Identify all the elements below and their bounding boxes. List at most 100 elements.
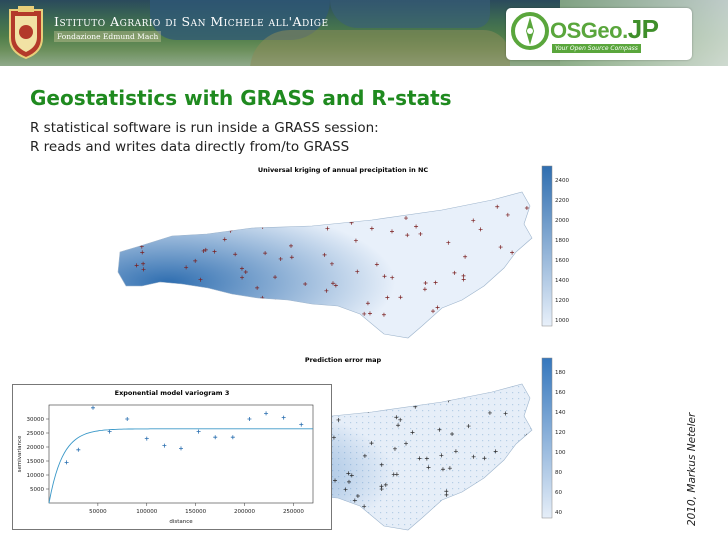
y-tick-label: 30000 (27, 417, 45, 423)
error-grid-cell (512, 530, 513, 531)
error-station-marker (426, 465, 431, 470)
error-grid-cell (482, 410, 484, 412)
error-grid-cell (458, 518, 460, 520)
error-grid-cell (488, 494, 490, 496)
error-grid-cell (536, 530, 537, 531)
error-grid-cell (380, 440, 382, 442)
error-grid-cell (512, 446, 514, 448)
error-grid-cell (512, 458, 514, 460)
error-grid-cell (458, 422, 460, 424)
kriging-station-marker (365, 301, 370, 306)
kriging-station-marker (405, 233, 410, 238)
error-grid-cell (404, 470, 406, 472)
kriging-station-marker (490, 311, 495, 316)
error-grid-cell (368, 524, 370, 526)
kriging-station-marker (193, 258, 198, 263)
error-grid-cell (404, 500, 406, 502)
error-grid-cell (494, 386, 496, 388)
error-grid-cell (476, 512, 478, 514)
error-grid-cell (530, 512, 532, 514)
error-grid-cell (416, 518, 418, 520)
error-grid-cell (392, 428, 394, 430)
error-grid-cell (416, 494, 418, 496)
error-grid-cell (530, 440, 532, 442)
error-grid-cell (452, 410, 454, 412)
error-grid-cell (464, 434, 466, 436)
error-grid-cell (512, 452, 514, 454)
kriging-station-marker (382, 274, 387, 279)
kriging-station-marker (452, 270, 457, 275)
kriging-station-marker (273, 299, 278, 304)
error-grid-cell (392, 470, 394, 472)
error-station-marker (487, 410, 492, 415)
error-grid-cell (482, 500, 484, 502)
institution-crest-icon (9, 6, 43, 60)
error-grid-cell (482, 488, 484, 490)
error-grid-cell (410, 386, 412, 388)
error-grid-cell (458, 434, 460, 436)
error-grid-cell (356, 422, 358, 424)
error-grid-cell (536, 392, 537, 393)
error-grid-cell (362, 494, 364, 496)
error-grid-cell (422, 470, 424, 472)
error-grid-cell (494, 416, 496, 418)
error-grid-cell (446, 422, 448, 424)
error-grid-cell (392, 512, 394, 514)
error-grid-cell (362, 458, 364, 460)
error-grid-cell (380, 428, 382, 430)
error-grid-cell (398, 416, 400, 418)
error-grid-cell (506, 524, 508, 526)
error-grid-cell (386, 386, 388, 388)
error-grid-cell (332, 476, 334, 478)
error-grid-cell (344, 470, 346, 472)
error-grid-cell (422, 446, 424, 448)
kriging-station-marker (199, 210, 204, 215)
error-grid-cell (536, 422, 537, 423)
error-station-marker (398, 417, 403, 422)
kriging-station-marker (219, 205, 224, 210)
error-grid-cell (434, 428, 436, 430)
error-grid-cell (332, 386, 334, 388)
error-grid-cell (500, 392, 502, 394)
error-grid-cell (452, 422, 454, 424)
error-grid-cell (428, 398, 430, 400)
error-grid-cell (428, 476, 430, 478)
error-grid-cell (452, 512, 454, 514)
error-grid-cell (386, 434, 388, 436)
error-grid-cell (458, 416, 460, 418)
error-grid-cell (428, 452, 430, 454)
banner-satellite-sea (330, 0, 490, 28)
error-grid-cell (500, 440, 502, 442)
error-station-marker (362, 453, 367, 458)
kriging-station-marker (198, 277, 203, 282)
x-tick-label: 50000 (89, 509, 107, 515)
error-grid-cell (476, 446, 478, 448)
error-grid-cell (428, 482, 430, 484)
error-grid-cell (428, 524, 430, 526)
error-grid-cell (368, 398, 370, 400)
error-grid-cell (464, 422, 466, 424)
error-grid-cell (374, 410, 376, 412)
error-grid-cell (512, 440, 514, 442)
error-grid-cell (332, 434, 334, 436)
kriging-legend-tick-label: 2400 (555, 178, 569, 184)
error-station-marker (369, 441, 374, 446)
error-grid-cell (368, 530, 369, 531)
error-grid-cell (512, 434, 514, 436)
error-grid-cell (476, 428, 478, 430)
error-grid-cell (416, 434, 418, 436)
error-grid-cell (476, 404, 478, 406)
error-grid-cell (464, 464, 466, 466)
error-grid-cell (488, 410, 490, 412)
error-grid-cell (416, 530, 417, 531)
error-grid-cell (428, 404, 430, 406)
kriging-station-marker (243, 269, 248, 274)
error-grid-cell (374, 398, 376, 400)
error-grid-cell (368, 422, 370, 424)
error-grid-cell (488, 512, 490, 514)
error-grid-cell (404, 512, 406, 514)
error-grid-cell (512, 416, 514, 418)
kriging-legend-tick-label: 1400 (555, 278, 569, 284)
error-grid-cell (458, 482, 460, 484)
error-grid-cell (380, 416, 382, 418)
